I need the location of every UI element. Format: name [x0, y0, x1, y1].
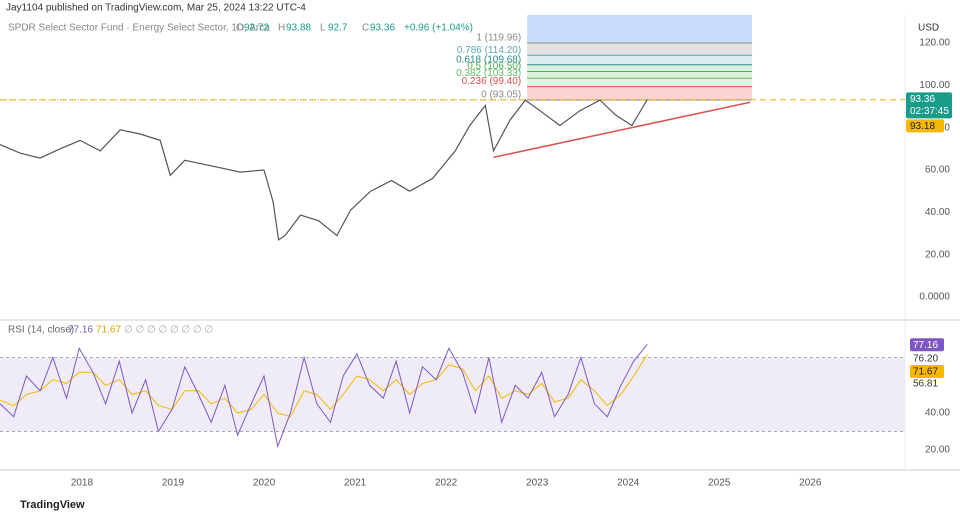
fib-zone	[527, 71, 753, 79]
ohlc-key: L	[320, 23, 326, 34]
rsi-axis-ma: 71.67	[913, 367, 938, 378]
ohlc-value: 92.7	[328, 23, 348, 34]
rsi-value-box	[910, 338, 944, 352]
price-line	[0, 99, 648, 241]
fib-zone	[527, 55, 753, 65]
x-tick-label: 2023	[526, 478, 549, 489]
rsi-line	[0, 343, 648, 449]
fib-top-zone	[527, 15, 753, 44]
rsi-axis-label: 76.20	[913, 354, 938, 365]
y-tick-label: 0.0000	[919, 292, 950, 303]
last-price-label: 93.36	[910, 94, 935, 105]
x-tick-label: 2019	[162, 478, 185, 489]
currency: USD	[918, 23, 939, 34]
prev-close-label: 93.18	[910, 121, 935, 132]
fib-label: 0.5 (106.50)	[467, 61, 521, 72]
x-tick-label: 2025	[708, 478, 731, 489]
rsi-value: 77.16	[68, 325, 93, 336]
prev-close-box	[906, 119, 944, 133]
footer: TradingView	[20, 499, 85, 511]
change: +0.96 (+1.04%)	[404, 23, 473, 34]
ohlc-key: H	[278, 23, 285, 34]
countdown: 02:37:45	[910, 106, 949, 117]
x-tick-label: 2020	[253, 478, 276, 489]
x-tick-label: 2024	[617, 478, 640, 489]
x-tick-label: 2026	[799, 478, 822, 489]
ohlc-value: 92.72	[244, 23, 269, 34]
fib-label: 0.236 (99.40)	[462, 76, 522, 87]
rsi-tick-label: 20.00	[925, 445, 950, 456]
chart-title: SPDR Select Sector Fund · Energy Select …	[8, 23, 270, 34]
y-tick-label: 120.00	[919, 38, 950, 49]
y-tick-label: 100.00	[919, 80, 950, 91]
y-tick-label: 40.00	[925, 207, 950, 218]
ohlc-value: 93.36	[370, 23, 395, 34]
x-tick-label: 2022	[435, 478, 458, 489]
last-price-box	[906, 92, 952, 119]
fib-label: 0.618 (109.68)	[456, 54, 521, 65]
rsi-band	[0, 357, 905, 432]
rsi-tick-label: 40.00	[925, 408, 950, 419]
rsi-axis-label: 56.81	[913, 379, 938, 390]
header: Jay1104 published on TradingView.com, Ma…	[6, 3, 306, 14]
ohlc-key: O	[236, 23, 244, 34]
fib-zone	[527, 43, 753, 56]
fib-zone	[527, 64, 753, 72]
fib-label: 0.382 (103.33)	[456, 68, 521, 79]
rsi-ma-box	[910, 365, 944, 378]
rsi-axis-value: 77.16	[913, 340, 938, 351]
fib-label: 0 (93.05)	[481, 90, 521, 101]
rsi-ma-line	[0, 354, 648, 418]
rsi-extras: ∅ ∅ ∅ ∅ ∅ ∅ ∅ ∅	[124, 325, 213, 336]
rsi-ma-value: 71.67	[96, 325, 121, 336]
rsi-title: RSI (14, close)	[8, 325, 74, 336]
fib-zone	[527, 78, 753, 87]
trendline	[493, 101, 751, 159]
fib-label: 1 (119.96)	[476, 33, 521, 44]
ohlc-key: C	[362, 23, 369, 34]
fib-label: 0.786 (114.20)	[457, 45, 521, 56]
ohlc-value: 93.88	[286, 23, 311, 34]
x-tick-label: 2018	[71, 478, 94, 489]
x-tick-label: 2021	[344, 478, 367, 489]
y-tick-label: 20.00	[925, 249, 950, 260]
y-tick-label: 60.00	[925, 165, 950, 176]
fib-zone	[527, 86, 753, 101]
